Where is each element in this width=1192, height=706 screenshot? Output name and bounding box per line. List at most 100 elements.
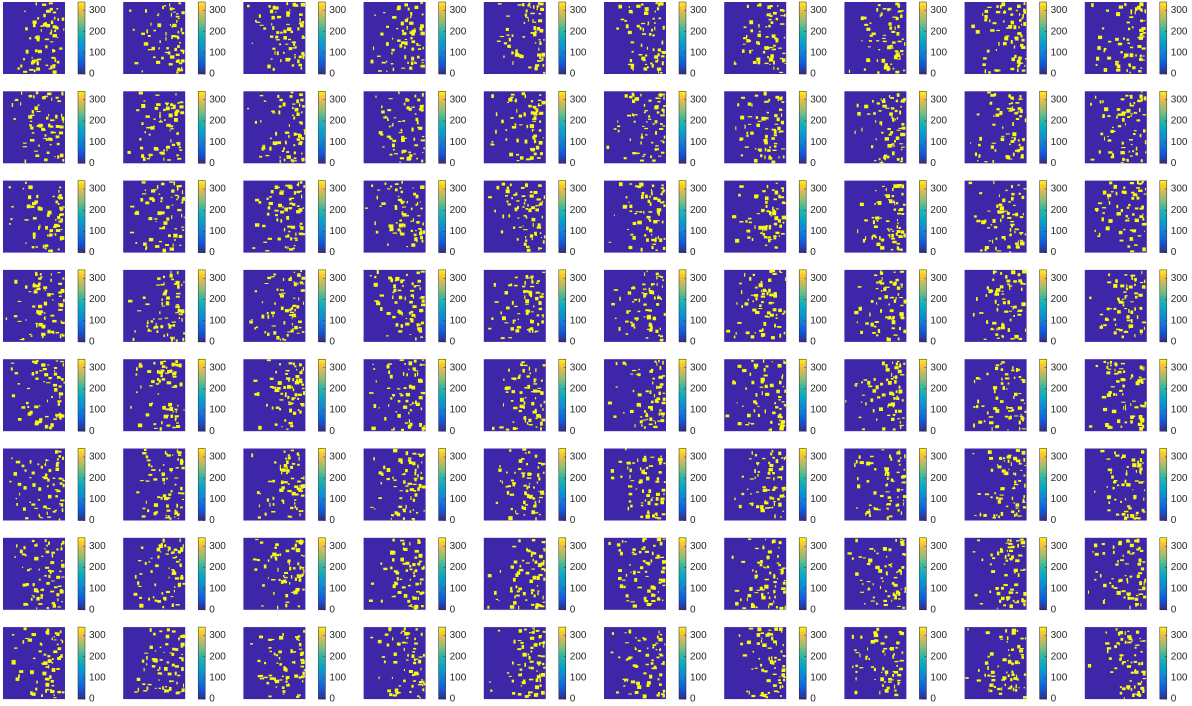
image-speckle [782,374,783,377]
image-speckle [1130,53,1134,57]
image-speckle [32,483,35,487]
image-speckle [167,510,171,512]
image-speckle [388,363,392,364]
image-speckle [882,427,885,430]
image-speckle [32,372,34,375]
image-speckle [539,141,543,145]
colorbar-tick-label: 100 [209,405,226,416]
image-speckle [293,363,295,366]
image-speckle [51,396,53,398]
image-speckle [1001,382,1004,385]
colorbar-tick-label: 100 [450,226,467,237]
image-speckle [172,363,175,367]
image-speckle [1142,55,1144,56]
image-speckle [159,152,163,154]
image-speckle [1005,35,1009,36]
image-speckle [286,460,289,464]
image-speckle [408,425,411,429]
image-speckle [402,206,406,207]
image-speckle [1127,320,1131,322]
image-speckle [297,488,301,491]
image-speckle [153,118,155,119]
image-speckle [899,208,903,211]
image-speckle [270,378,274,380]
image-speckle [996,328,997,331]
image-speckle [61,333,62,334]
image-speckle [409,419,410,423]
image-speckle [650,63,652,65]
image-speckle [184,217,185,218]
image-speckle [1134,284,1136,286]
image-speckle [897,158,900,161]
image-speckle [774,514,775,518]
image-speckle [1116,69,1120,72]
image-speckle [301,384,304,386]
image-speckle [9,223,11,225]
image-speckle [294,506,296,509]
image-speckle [973,406,975,408]
image-speckle [887,70,889,71]
image-speckle [643,293,647,295]
image-speckle [639,211,642,213]
image-speckle [403,388,407,389]
image-speckle [856,460,858,463]
colorbar-tick-label: 200 [930,116,947,127]
image-speckle [881,12,883,15]
image-speckle [995,238,997,240]
image-speckle [140,198,143,202]
image-speckle [1124,53,1128,56]
panel: 0100200300 [844,270,947,348]
image-speckle [891,238,895,240]
image-speckle [761,296,765,298]
image-speckle [876,302,877,304]
image-speckle [402,120,405,122]
image-speckle [409,385,412,389]
image-speckle [645,499,646,501]
image-speckle [1123,406,1124,409]
image-speckle [525,236,526,238]
image-speckle [1018,406,1022,409]
image-speckle [1018,184,1020,185]
image-speckle [770,496,772,499]
image-speckle [380,294,384,296]
image-speckle [742,369,746,372]
image-speckle [12,394,15,397]
image-speckle [271,58,273,59]
image-speckle [30,139,34,142]
image-speckle [412,282,414,285]
image-speckle [59,518,61,520]
image-speckle [411,230,413,232]
image-speckle [423,364,425,365]
image-speckle [1130,415,1134,419]
image-speckle [1013,153,1015,157]
image-speckle [661,184,663,186]
image-speckle [420,236,423,239]
image-speckle [751,423,754,425]
image-speckle [660,501,664,505]
image-speckle [43,245,45,249]
image-speckle [1104,107,1108,111]
image-speckle [1122,336,1124,339]
image-speckle [45,464,47,466]
image-speckle [263,242,267,243]
image-speckle [652,18,654,20]
image-speckle [517,313,520,314]
image-speckle [405,422,408,423]
image-speckle [1116,12,1120,16]
image-speckle [392,140,396,142]
image-speckle [511,327,514,330]
image-speckle [417,465,418,469]
image-speckle [769,226,771,229]
image-speckle [780,23,784,25]
colorbar-tick-label: 0 [209,158,215,169]
image-speckle [517,326,521,329]
colorbar-tick-label: 100 [450,315,467,326]
panel: 0100200300 [123,181,226,259]
colorbar [78,181,85,253]
image-speckle [901,249,903,252]
image-speckle [54,367,57,369]
image-speckle [298,182,299,186]
image-speckle [163,221,167,225]
image-speckle [155,600,157,602]
image-speckle [409,154,412,157]
